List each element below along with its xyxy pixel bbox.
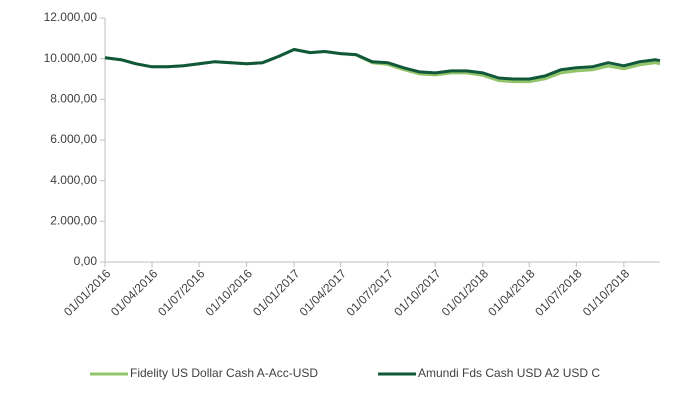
legend-label: Fidelity US Dollar Cash A-Acc-USD [130,366,318,380]
x-tick-label: 01/10/2018 [580,266,633,319]
x-tick-label: 01/07/2016 [155,266,208,319]
x-tick-label: 01/10/2017 [391,266,444,319]
y-tick-label: 10.000,00 [44,51,98,65]
y-tick-label: 12.000,00 [44,10,98,24]
series-line [104,48,661,81]
legend-label: Amundi Fds Cash USD A2 USD C [418,366,600,380]
y-tick-label: 2.000,00 [50,214,97,228]
y-tick-label: 6.000,00 [50,132,97,146]
y-tick-label: 4.000,00 [50,173,97,187]
x-tick-label: 01/04/2017 [297,266,350,319]
x-tick-label: 01/04/2018 [485,266,538,319]
y-tick-label: 8.000,00 [50,92,97,106]
x-tick-label: 01/04/2016 [108,266,161,319]
x-tick-label: 01/01/2016 [61,266,114,319]
x-tick-label: 01/10/2016 [203,266,256,319]
x-tick-label: 01/07/2017 [344,266,397,319]
x-tick-label: 01/07/2018 [532,266,585,319]
x-tick-label: 01/01/2017 [250,266,303,319]
x-tick-label: 01/01/2018 [439,266,492,319]
y-tick-label: 0,00 [74,254,98,268]
